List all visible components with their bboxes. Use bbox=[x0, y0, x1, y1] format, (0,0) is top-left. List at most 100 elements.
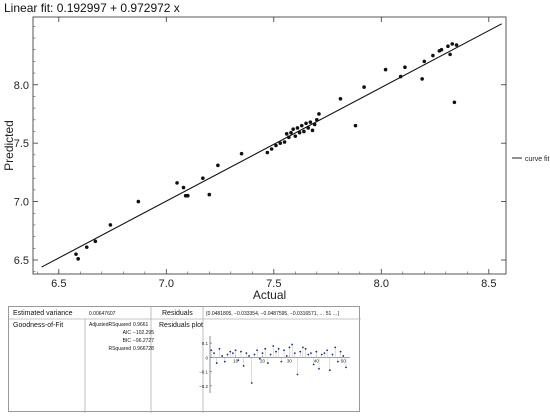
data-point bbox=[452, 100, 457, 105]
residual-point bbox=[310, 352, 312, 354]
gof-value: 0.966728 bbox=[133, 346, 154, 352]
scatter-chart: 6.5 7.0 7.5 8.0 8.5 6.5 7.0 7.5 8.0 Actual Predict… bbox=[2, 16, 550, 302]
residual-point bbox=[223, 360, 226, 363]
x-tick-label: 7.0 bbox=[159, 278, 174, 290]
data-point bbox=[282, 140, 287, 144]
x-tick-label: 8.5 bbox=[481, 278, 496, 290]
residual-point bbox=[326, 349, 329, 352]
residual-point bbox=[237, 359, 240, 362]
data-point bbox=[420, 77, 424, 81]
data-point bbox=[291, 127, 295, 131]
data-point bbox=[297, 130, 302, 135]
data-point bbox=[239, 151, 244, 156]
data-point bbox=[446, 44, 450, 49]
data-point bbox=[383, 67, 388, 72]
residual-point bbox=[234, 349, 237, 352]
data-point bbox=[108, 223, 113, 227]
data-point bbox=[403, 65, 407, 70]
residual-point bbox=[323, 352, 326, 354]
residual-point bbox=[269, 353, 272, 356]
data-point bbox=[201, 176, 205, 181]
data-point bbox=[317, 112, 321, 116]
gof-value: −96.2727 bbox=[133, 338, 154, 344]
residual-point bbox=[304, 347, 307, 350]
residual-point bbox=[248, 355, 250, 357]
data-point bbox=[448, 52, 452, 57]
x-tick-label: 6.5 bbox=[51, 278, 66, 290]
data-point bbox=[287, 135, 291, 140]
curve-fit-line bbox=[41, 23, 502, 268]
legend-label: curve fit bbox=[525, 156, 550, 163]
data-point bbox=[84, 245, 89, 249]
residual-point bbox=[301, 346, 304, 349]
x-axis-label: Actual bbox=[253, 288, 286, 302]
residual-y-tick-label: 0.1 bbox=[202, 341, 209, 346]
y-tick-label: 7.5 bbox=[14, 138, 29, 150]
residual-point bbox=[339, 350, 342, 353]
residual-point bbox=[283, 349, 285, 352]
data-point bbox=[74, 252, 78, 256]
data-point bbox=[278, 141, 283, 145]
residual-point bbox=[213, 352, 215, 354]
data-point bbox=[306, 126, 311, 130]
residual-point bbox=[299, 350, 302, 353]
y-tick-label: 7.0 bbox=[14, 197, 29, 209]
residual-point bbox=[307, 353, 310, 356]
residual-point bbox=[253, 353, 256, 356]
residual-point bbox=[342, 355, 345, 357]
residual-point bbox=[277, 347, 280, 350]
residual-point bbox=[320, 353, 323, 356]
gof-row-aic: AIC −102.295 bbox=[87, 330, 157, 336]
y-tick-label: 8.0 bbox=[14, 80, 29, 92]
data-point bbox=[454, 43, 459, 47]
gof-row-bic: BIC −96.2727 bbox=[87, 338, 157, 344]
residual-point bbox=[215, 362, 218, 364]
data-point bbox=[186, 193, 190, 198]
x-tick-label: 7.5 bbox=[266, 278, 281, 290]
data-point bbox=[289, 130, 293, 135]
residual-point bbox=[231, 352, 234, 354]
residual-point bbox=[266, 362, 269, 364]
residuals-value: {0.0481805, −0.033354, −0.0487595, −0.03… bbox=[206, 311, 340, 317]
data-point bbox=[362, 85, 366, 89]
residual-x-tick-label: 50 bbox=[341, 358, 347, 363]
goodness-of-fit-label: Goodness-of-Fit bbox=[13, 322, 64, 329]
residual-point bbox=[256, 349, 259, 352]
residual-point bbox=[258, 357, 261, 360]
residual-point bbox=[312, 363, 315, 366]
y-tick-label: 6.5 bbox=[14, 255, 29, 267]
data-point bbox=[265, 150, 270, 155]
data-point bbox=[269, 147, 274, 151]
estimated-variance-value: 0.00647607 bbox=[89, 311, 116, 317]
data-point bbox=[422, 59, 427, 64]
y-axis-label: Predicted bbox=[2, 120, 16, 171]
data-point bbox=[207, 192, 212, 197]
gof-value: −102.295 bbox=[133, 330, 154, 336]
data-point bbox=[304, 121, 308, 126]
plot-frame bbox=[32, 16, 507, 275]
data-point bbox=[312, 122, 317, 127]
residual-point bbox=[336, 360, 339, 363]
residual-point bbox=[210, 349, 213, 352]
data-point bbox=[295, 126, 300, 130]
residual-y-tick-label: 0 bbox=[205, 355, 208, 360]
fit-equation-title: Linear fit: 0.192997 + 0.972972 x bbox=[4, 1, 180, 15]
residual-x-tick-label: 20 bbox=[260, 358, 266, 363]
data-point bbox=[310, 128, 315, 133]
residual-point bbox=[229, 350, 232, 353]
data-point bbox=[299, 123, 304, 128]
residual-point bbox=[275, 350, 277, 353]
residual-point bbox=[288, 346, 291, 349]
residual-point bbox=[318, 367, 320, 370]
residual-point bbox=[226, 353, 229, 356]
residual-point bbox=[315, 350, 318, 353]
residual-x-tick-label: 30 bbox=[287, 358, 293, 363]
data-point bbox=[274, 143, 278, 148]
data-point bbox=[308, 120, 313, 124]
residual-point bbox=[331, 353, 334, 356]
residual-point bbox=[240, 350, 242, 353]
data-point bbox=[338, 96, 343, 101]
residual-x-tick-label: 10 bbox=[233, 358, 239, 363]
data-point bbox=[93, 239, 98, 244]
residuals-plot-label: Residuals plot bbox=[159, 322, 203, 329]
